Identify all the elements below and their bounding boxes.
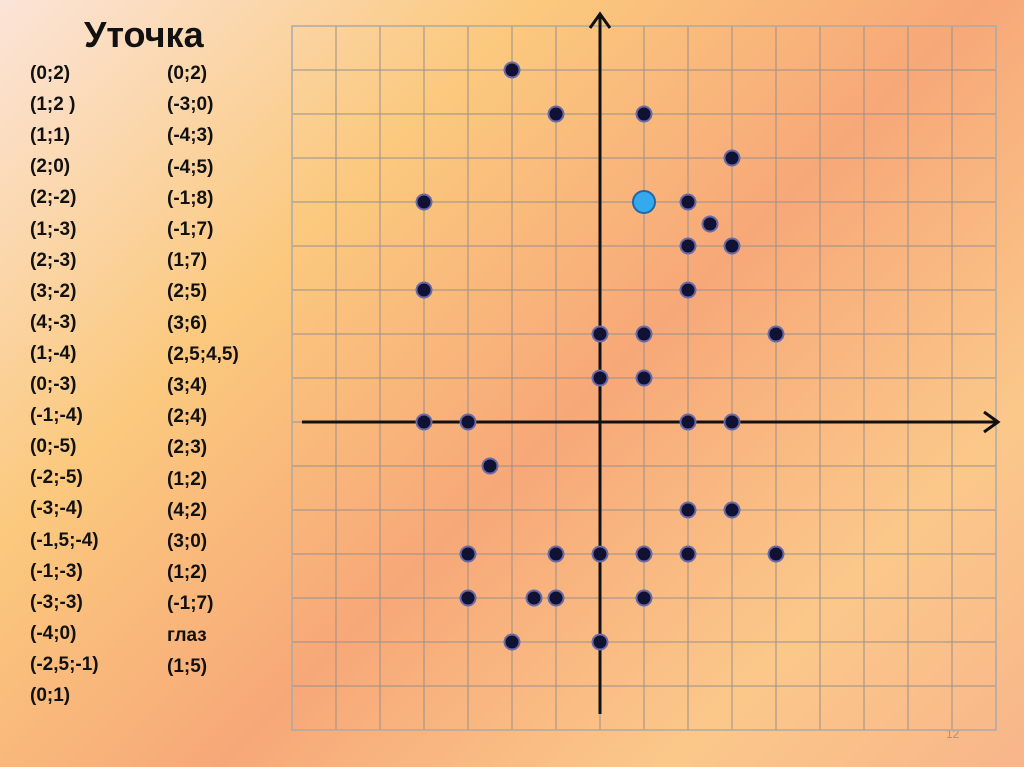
- coordinate-text: (-2,5;-1): [30, 653, 99, 675]
- y-arrow: [588, 11, 612, 29]
- point: [679, 193, 697, 211]
- coordinate-text: (-1;8): [167, 187, 214, 209]
- coordinate-text: (-3;-3): [30, 591, 83, 613]
- coordinate-text: (4;2): [167, 499, 208, 521]
- point: [635, 589, 653, 607]
- eye-point: [632, 190, 656, 214]
- point: [591, 545, 609, 563]
- coordinate-text: (0;-3): [30, 374, 77, 395]
- point: [591, 325, 609, 343]
- point: [415, 193, 433, 211]
- coordinate-text: (1;2): [167, 562, 208, 584]
- point: [547, 545, 565, 563]
- coordinate-text: (3;-2): [30, 280, 77, 302]
- point: [459, 413, 477, 431]
- coordinate-text: (2;4): [167, 406, 208, 428]
- coordinate-text: (-1;7): [167, 219, 214, 240]
- coordinate-text: (2;3): [167, 437, 208, 459]
- coordinate-text: (1;-4): [30, 342, 77, 364]
- coordinate-text: (3;0): [167, 531, 208, 552]
- coordinate-text: (1;1): [30, 125, 71, 147]
- coordinate-text: (2;0): [30, 156, 71, 178]
- coordinate-text: (1;2): [167, 468, 208, 490]
- point: [547, 105, 565, 123]
- title: Уточка: [84, 14, 204, 55]
- coordinate-text: (1;2 ): [30, 94, 76, 116]
- coordinate-text: (-1;7): [167, 593, 214, 615]
- coordinate-text: (0;1): [30, 685, 71, 706]
- point: [525, 589, 543, 607]
- point: [679, 545, 697, 563]
- coordinate-text: (-4;5): [167, 156, 214, 178]
- coordinate-text: (4;-3): [30, 311, 77, 333]
- coordinate-text: глаз: [167, 624, 207, 646]
- point: [679, 413, 697, 431]
- point: [701, 215, 719, 233]
- coordinate-text: (2;-3): [30, 249, 77, 271]
- coordinate-text: (-1,5;-4): [30, 529, 99, 551]
- point: [415, 281, 433, 299]
- coordinate-text: (-2;-5): [30, 467, 83, 489]
- point: [679, 237, 697, 255]
- coordinate-text: (-4;3): [167, 125, 214, 147]
- point: [767, 325, 785, 343]
- coordinate-text: (-3;-4): [30, 498, 83, 520]
- point: [635, 105, 653, 123]
- point: [591, 633, 609, 651]
- coordinate-text: (-1;-3): [30, 560, 83, 582]
- point: [679, 501, 697, 519]
- point: [635, 545, 653, 563]
- point: [679, 281, 697, 299]
- point: [591, 369, 609, 387]
- point: [635, 325, 653, 343]
- point: [503, 633, 521, 651]
- point: [481, 457, 499, 475]
- coordinate-text: (2;-2): [30, 187, 77, 209]
- point: [459, 589, 477, 607]
- x-arrow: [983, 410, 1001, 434]
- coordinate-text: (1;-3): [30, 218, 77, 240]
- coordinate-text: (0;-5): [30, 436, 77, 458]
- point: [635, 369, 653, 387]
- point: [415, 413, 433, 431]
- coordinate-text: (3;4): [167, 375, 208, 396]
- coordinate-text: (3;6): [167, 312, 208, 334]
- coordinate-text: (0;2): [30, 63, 71, 84]
- point: [723, 149, 741, 167]
- point: [723, 413, 741, 431]
- coordinate-text: (2;5): [167, 281, 208, 303]
- coordinate-text: (0;2): [167, 63, 208, 84]
- point: [547, 589, 565, 607]
- point: [503, 61, 521, 79]
- coordinate-text: (1;5): [167, 655, 208, 677]
- coordinate-text: (-3;0): [167, 94, 214, 116]
- coordinate-text: (2,5;4,5): [167, 343, 239, 365]
- coordinate-text: (-1;-4): [30, 405, 83, 427]
- point: [723, 501, 741, 519]
- point: [767, 545, 785, 563]
- grid-border: [291, 25, 997, 731]
- coordinate-text: (-4;0): [30, 622, 77, 644]
- point: [723, 237, 741, 255]
- coordinate-text: (1;7): [167, 250, 208, 272]
- point: [459, 545, 477, 563]
